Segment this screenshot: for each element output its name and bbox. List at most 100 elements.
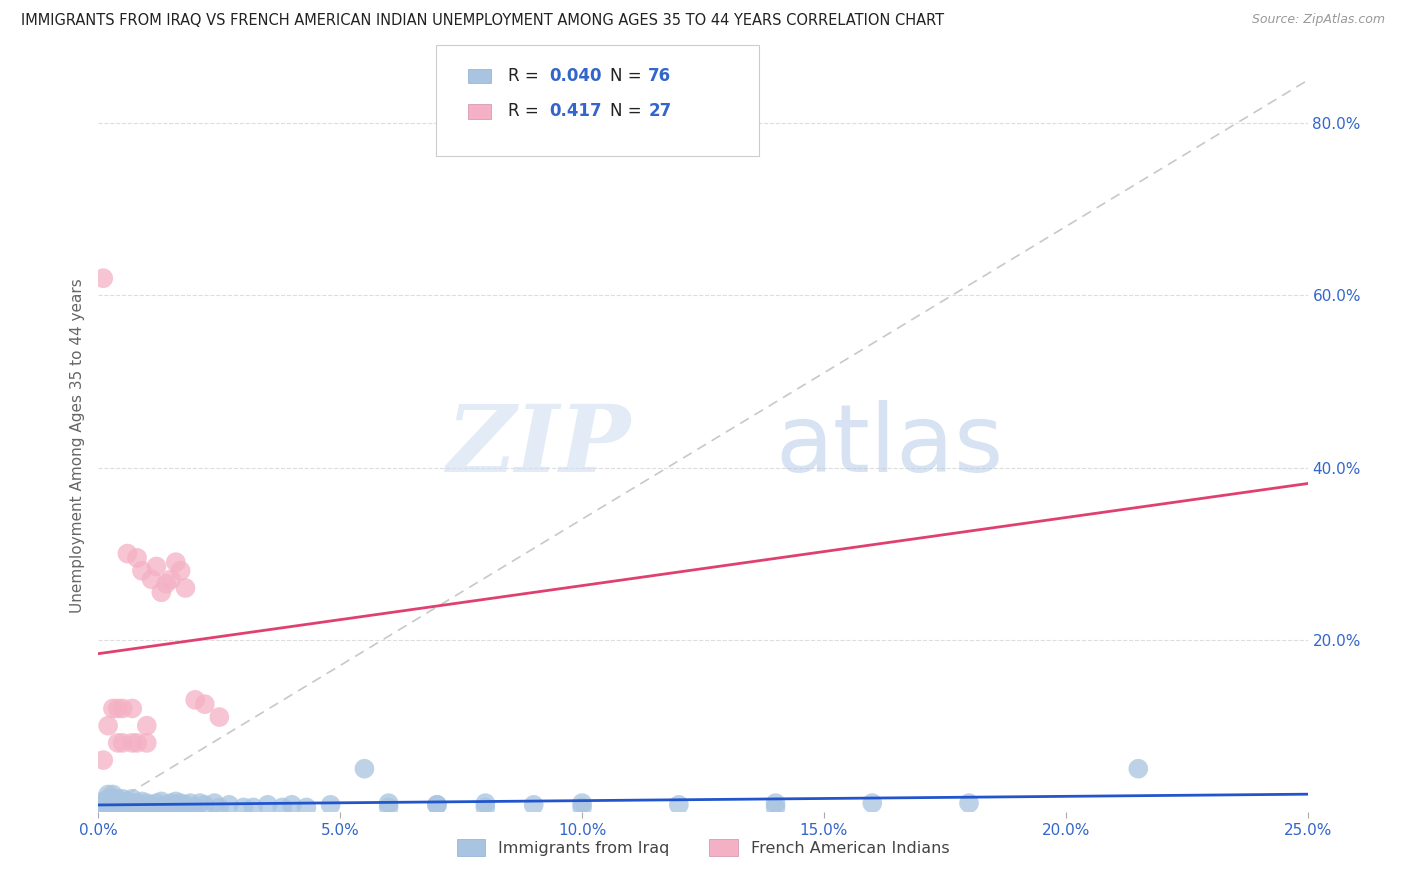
Point [160, 796, 183, 810]
Point [135, 796, 157, 810]
Point [111, 800, 134, 814]
Point [107, 800, 129, 814]
Point [319, 797, 342, 812]
Point [194, 697, 217, 711]
Point [169, 564, 191, 578]
Point [174, 797, 197, 812]
Point [1128, 762, 1150, 776]
Point [377, 800, 399, 814]
Point [91, 802, 114, 816]
Point [107, 792, 129, 806]
Point [111, 802, 134, 816]
Point [204, 796, 226, 810]
Text: R =: R = [508, 67, 544, 85]
Point [474, 800, 496, 814]
Point [860, 796, 883, 810]
Text: 0.040: 0.040 [550, 67, 602, 85]
Point [165, 794, 187, 808]
Point [127, 802, 149, 816]
Point [160, 573, 183, 587]
Point [184, 800, 207, 814]
Point [523, 797, 546, 812]
Point [281, 797, 304, 812]
Point [131, 797, 153, 812]
Point [91, 753, 114, 767]
Point [165, 555, 187, 569]
Point [184, 693, 207, 707]
Text: 76: 76 [648, 67, 671, 85]
Point [353, 762, 375, 776]
Point [101, 800, 124, 814]
Point [135, 719, 157, 733]
Point [145, 559, 167, 574]
Legend: Immigrants from Iraq, French American Indians: Immigrants from Iraq, French American In… [450, 833, 956, 863]
Point [765, 800, 787, 814]
Point [150, 800, 173, 814]
Point [571, 796, 593, 810]
Point [111, 796, 134, 810]
Point [377, 796, 399, 810]
Point [111, 701, 134, 715]
Text: atlas: atlas [776, 400, 1004, 492]
Point [271, 800, 294, 814]
Point [135, 800, 157, 814]
Text: R =: R = [508, 103, 548, 120]
Point [135, 736, 157, 750]
Point [117, 802, 139, 816]
Point [218, 797, 240, 812]
Point [121, 736, 143, 750]
Point [117, 794, 139, 808]
Point [165, 797, 187, 812]
Point [97, 719, 120, 733]
Point [426, 797, 449, 812]
Point [194, 797, 217, 812]
Point [97, 796, 120, 810]
Point [141, 797, 163, 812]
Point [242, 800, 264, 814]
Text: N =: N = [610, 67, 647, 85]
Point [101, 788, 124, 802]
Point [97, 802, 120, 816]
Point [474, 796, 496, 810]
Point [101, 794, 124, 808]
Point [957, 796, 980, 810]
Point [208, 710, 231, 724]
Point [91, 800, 114, 814]
Point [127, 550, 149, 565]
Point [97, 799, 120, 814]
Point [765, 796, 787, 810]
Point [668, 797, 690, 812]
Point [150, 585, 173, 599]
Point [208, 800, 231, 814]
Point [101, 792, 124, 806]
Text: IMMIGRANTS FROM IRAQ VS FRENCH AMERICAN INDIAN UNEMPLOYMENT AMONG AGES 35 TO 44 : IMMIGRANTS FROM IRAQ VS FRENCH AMERICAN … [21, 13, 945, 29]
Point [111, 736, 134, 750]
Point [101, 802, 124, 816]
Point [426, 797, 449, 812]
Point [97, 788, 120, 802]
Point [127, 736, 149, 750]
Point [121, 701, 143, 715]
Point [127, 800, 149, 814]
Point [141, 573, 163, 587]
Point [179, 796, 201, 810]
Y-axis label: Unemployment Among Ages 35 to 44 years: Unemployment Among Ages 35 to 44 years [70, 278, 86, 614]
Point [145, 796, 167, 810]
Point [97, 792, 120, 806]
Point [155, 576, 177, 591]
Text: Source: ZipAtlas.com: Source: ZipAtlas.com [1251, 13, 1385, 27]
Point [188, 796, 211, 810]
Point [101, 797, 124, 812]
Point [571, 800, 593, 814]
Point [256, 797, 278, 812]
Point [91, 794, 114, 808]
Point [101, 701, 124, 715]
Point [117, 547, 139, 561]
Point [117, 797, 139, 812]
Text: 27: 27 [648, 103, 672, 120]
Point [111, 792, 134, 806]
Point [131, 564, 153, 578]
Point [121, 800, 143, 814]
Point [127, 796, 149, 810]
Point [232, 800, 254, 814]
